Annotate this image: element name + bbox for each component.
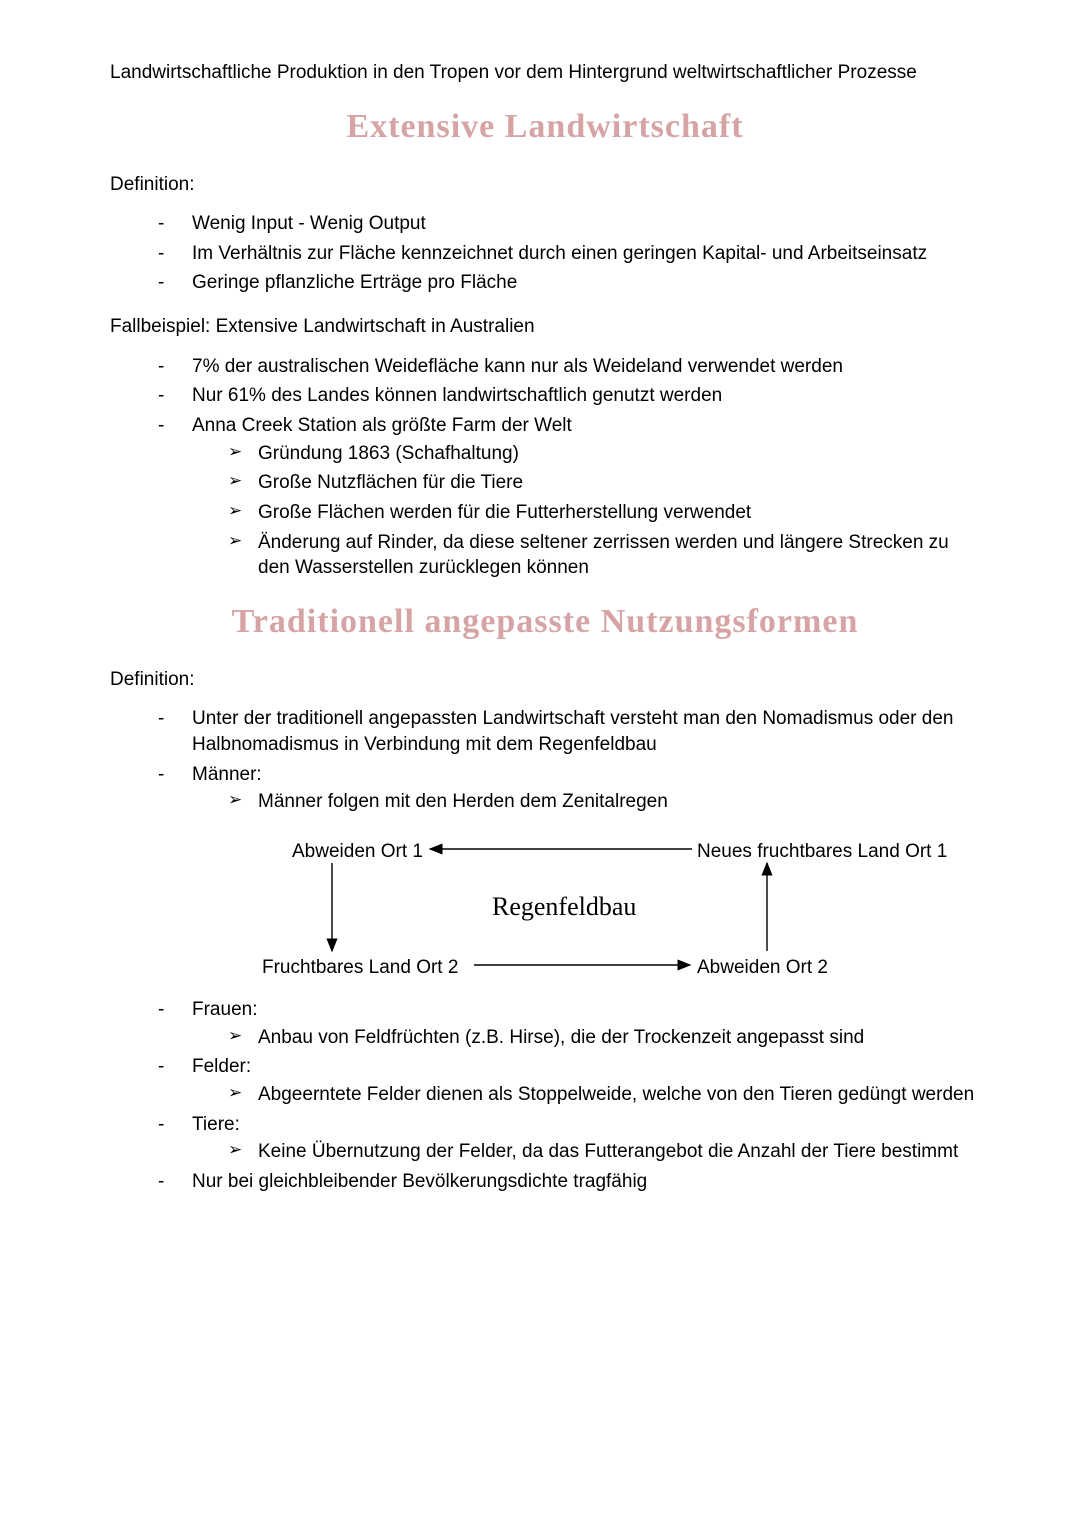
list-item: Große Flächen werden für die Futterherst… bbox=[228, 500, 980, 526]
list-item: Männer: Männer folgen mit den Herden dem… bbox=[158, 762, 980, 815]
doc-title: Landwirtschaftliche Produktion in den Tr… bbox=[110, 60, 980, 86]
section2-list: 7% der australischen Weidefläche kann nu… bbox=[110, 354, 980, 581]
sublist-tiere: Keine Übernutzung der Felder, da das Fut… bbox=[192, 1139, 980, 1165]
list-item: Gründung 1863 (Schafhaltung) bbox=[228, 441, 980, 467]
node-abweiden-1: Abweiden Ort 1 bbox=[292, 839, 423, 865]
list-item: Nur 61% des Landes können landwirtschaft… bbox=[158, 383, 980, 409]
list-item: Felder: Abgeerntete Felder dienen als St… bbox=[158, 1054, 980, 1107]
section1-list: Wenig Input - Wenig Output Im Verhältnis… bbox=[110, 211, 980, 296]
list-item: Änderung auf Rinder, da diese seltener z… bbox=[228, 530, 980, 581]
list-item-text: Felder: bbox=[192, 1056, 251, 1077]
section2-sublist: Gründung 1863 (Schafhaltung) Große Nutzf… bbox=[192, 441, 980, 581]
list-item: Keine Übernutzung der Felder, da das Fut… bbox=[228, 1139, 980, 1165]
list-item: Männer folgen mit den Herden dem Zenital… bbox=[228, 789, 980, 815]
list-item: Tiere: Keine Übernutzung der Felder, da … bbox=[158, 1112, 980, 1165]
section1-label: Definition: bbox=[110, 172, 980, 198]
list-item-text: Anna Creek Station als größte Farm der W… bbox=[192, 415, 572, 436]
list-item: Abgeerntete Felder dienen als Stoppelwei… bbox=[228, 1082, 980, 1108]
list-item-text: Tiere: bbox=[192, 1114, 240, 1135]
list-item: Frauen: Anbau von Feldfrüchten (z.B. Hir… bbox=[158, 997, 980, 1050]
list-item: Nur bei gleichbleibender Bevölkerungsdic… bbox=[158, 1169, 980, 1195]
list-item: Wenig Input - Wenig Output bbox=[158, 211, 980, 237]
section3-label: Definition: bbox=[110, 667, 980, 693]
diagram-center-label: Regenfeldbau bbox=[492, 889, 636, 924]
sublist-maenner: Männer folgen mit den Herden dem Zenital… bbox=[192, 789, 980, 815]
heading-traditionell: Traditionell angepasste Nutzungsformen bbox=[110, 599, 980, 645]
list-item-text: Frauen: bbox=[192, 999, 257, 1020]
list-item: Große Nutzflächen für die Tiere bbox=[228, 470, 980, 496]
section2-label: Fallbeispiel: Extensive Landwirtschaft i… bbox=[110, 314, 980, 340]
node-abweiden-2: Abweiden Ort 2 bbox=[697, 955, 828, 981]
regenfeldbau-diagram: Abweiden Ort 1 Neues fruchtbares Land Or… bbox=[110, 833, 980, 983]
list-item-text: Männer: bbox=[192, 764, 262, 785]
list-item: Anna Creek Station als größte Farm der W… bbox=[158, 413, 980, 581]
section3-list-cont: Frauen: Anbau von Feldfrüchten (z.B. Hir… bbox=[110, 997, 980, 1194]
node-neues-land-1: Neues fruchtbares Land Ort 1 bbox=[697, 839, 947, 865]
section3-list: Unter der traditionell angepassten Landw… bbox=[110, 706, 980, 815]
sublist-felder: Abgeerntete Felder dienen als Stoppelwei… bbox=[192, 1082, 980, 1108]
list-item: Unter der traditionell angepassten Landw… bbox=[158, 706, 980, 757]
sublist-frauen: Anbau von Feldfrüchten (z.B. Hirse), die… bbox=[192, 1025, 980, 1051]
node-fruchtbar-2: Fruchtbares Land Ort 2 bbox=[262, 955, 458, 981]
list-item: Geringe pflanzliche Erträge pro Fläche bbox=[158, 270, 980, 296]
list-item: 7% der australischen Weidefläche kann nu… bbox=[158, 354, 980, 380]
list-item: Im Verhältnis zur Fläche kennzeichnet du… bbox=[158, 241, 980, 267]
heading-extensive: Extensive Landwirtschaft bbox=[110, 104, 980, 150]
list-item: Anbau von Feldfrüchten (z.B. Hirse), die… bbox=[228, 1025, 980, 1051]
